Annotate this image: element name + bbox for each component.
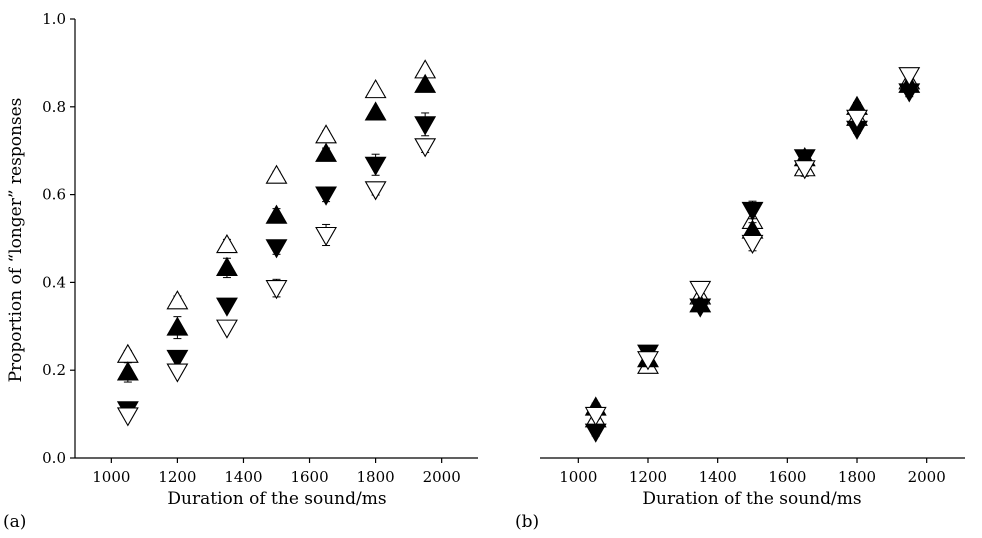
data-point-triangle-down-filled — [315, 186, 337, 206]
x-tick-label-a: 2000 — [423, 468, 461, 486]
x-tick-label-b: 2000 — [908, 468, 946, 486]
y-tick-label-a: 0.4 — [42, 273, 66, 291]
x-tick-label-a: 1400 — [224, 468, 262, 486]
data-point-triangle-up-open — [216, 233, 238, 254]
x-tick-label-b: 1800 — [838, 468, 876, 486]
data-point-triangle-down-filled — [793, 149, 816, 169]
data-point-triangle-up-filled — [116, 361, 139, 381]
x-tick-label-b: 1200 — [629, 468, 667, 486]
data-point-triangle-up-filled — [364, 101, 387, 121]
data-point-triangle-down-open — [116, 407, 139, 427]
y-tick-label-a: 0.0 — [42, 449, 66, 467]
data-point-triangle-down-open — [846, 109, 868, 129]
y-tick-label-a: 0.2 — [42, 361, 66, 379]
data-point-triangle-down-open — [898, 67, 921, 87]
data-point-triangle-up-filled — [414, 73, 437, 93]
data-point-triangle-down-filled — [265, 239, 288, 259]
data-point-triangle-down-open — [166, 363, 189, 383]
y-tick-label-a: 0.6 — [42, 186, 66, 204]
data-point-triangle-down-open — [689, 280, 712, 301]
data-point-triangle-down-open — [741, 234, 764, 254]
data-point-triangle-up-filled — [315, 142, 337, 162]
panel-label-b: (b) — [515, 512, 539, 532]
panel-label-a: (a) — [3, 512, 26, 532]
data-point-triangle-down-filled — [216, 297, 238, 317]
x-tick-label-b: 1400 — [699, 468, 737, 486]
x-tick-label-a: 1200 — [158, 468, 196, 486]
data-point-triangle-down-open — [584, 406, 607, 427]
data-point-triangle-up-filled — [166, 316, 189, 336]
data-point-triangle-up-open — [315, 124, 337, 144]
x-tick-label-a: 1800 — [357, 468, 395, 486]
data-point-triangle-down-filled — [364, 156, 387, 176]
data-point-triangle-down-filled — [166, 349, 189, 370]
data-point-triangle-up-filled — [265, 204, 288, 224]
y-axis-title-a: Proportion of “longer” responses — [6, 98, 26, 383]
x-tick-label-b: 1000 — [559, 468, 597, 486]
data-point-triangle-up-open — [265, 164, 288, 184]
x-axis-title-a: Duration of the sound/ms — [167, 489, 386, 509]
data-point-triangle-up-filled — [216, 256, 238, 276]
data-point-triangle-down-open — [414, 138, 437, 158]
data-point-triangle-down-open — [265, 280, 288, 300]
data-point-triangle-down-open — [793, 160, 816, 180]
y-tick-label-a: 0.8 — [42, 98, 66, 116]
data-point-triangle-up-open — [364, 79, 387, 99]
panel-a: 1000 1200 1400 1600 1800 2000 0.0 0.2 0.4 0.6 0.8 1… — [42, 10, 478, 486]
x-axis-title-b: Duration of the sound/ms — [642, 489, 861, 509]
x-tick-label-b: 1600 — [768, 468, 806, 486]
data-point-triangle-down-open — [315, 226, 337, 247]
data-point-triangle-down-open — [637, 351, 659, 371]
x-tick-label-a: 1600 — [290, 468, 328, 486]
data-point-triangle-down-filled — [741, 201, 764, 222]
data-point-triangle-down-open — [216, 319, 238, 339]
data-point-triangle-down-filled — [584, 423, 607, 443]
data-point-triangle-down-open — [364, 181, 387, 201]
data-point-triangle-down-filled — [414, 116, 437, 136]
y-tick-label-a: 1.0 — [42, 10, 66, 28]
data-point-triangle-up-open — [166, 290, 189, 310]
panel-b: 1000 1200 1400 1600 1800 2000 — [540, 67, 965, 486]
x-tick-label-a: 1000 — [92, 468, 130, 486]
data-point-triangle-up-open — [116, 343, 139, 363]
